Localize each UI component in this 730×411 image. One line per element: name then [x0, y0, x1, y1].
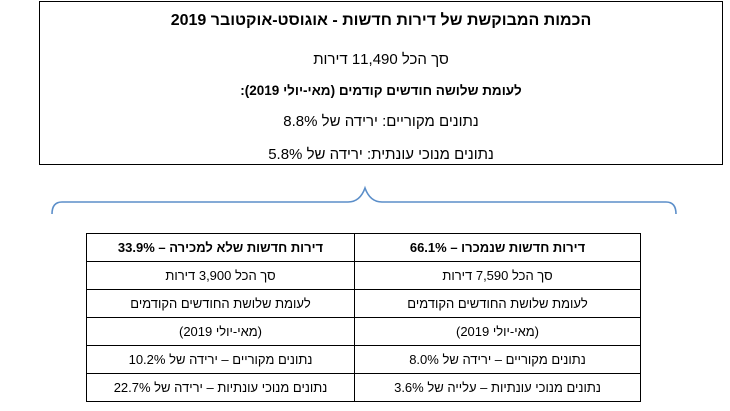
unsold-header: דירות חדשות שלא למכירה – 33.9% — [86, 233, 355, 262]
table-row: דירות חדשות שנמכרו – 66.1% דירות חדשות ש… — [86, 233, 641, 262]
summary-title: הכמות המבוקשת של דירות חדשות - אוגוסט-או… — [170, 12, 592, 29]
summary-comparison-label: לעומת שלושה חודשים קודמים (מאי-יולי 2019… — [240, 83, 522, 98]
curly-brace-icon — [51, 185, 677, 215]
summary-total: סך הכל 11,490 דירות — [313, 51, 449, 68]
sold-comparison-label: לעומת שלושת החודשים הקודמים — [354, 289, 641, 318]
unsold-comparison-period: (מאי-יולי 2019) — [86, 317, 355, 346]
table-row: לעומת שלושת החודשים הקודמים לעומת שלושת … — [86, 289, 641, 318]
table-row: (מאי-יולי 2019) (מאי-יולי 2019) — [86, 317, 641, 346]
summary-seasonal-change: נתונים מנוכי עונתית: ירידה של 5.8% — [268, 146, 494, 163]
table-row: נתונים מקוריים – ירידה של 8.0% נתונים מק… — [86, 345, 641, 374]
unsold-comparison-label: לעומת שלושת החודשים הקודמים — [86, 289, 355, 318]
unsold-raw-change: נתונים מקוריים – ירידה של 10.2% — [86, 345, 355, 374]
unsold-seasonal-change: נתונים מנוכי עונתיות – ירידה של 22.7% — [86, 373, 355, 402]
summary-raw-change: נתונים מקוריים: ירידה של 8.8% — [283, 113, 479, 130]
table-row: נתונים מנוכי עונתיות – עלייה של 3.6% נתו… — [86, 373, 641, 402]
breakdown-table: דירות חדשות שנמכרו – 66.1% דירות חדשות ש… — [86, 233, 641, 402]
table-row: סך הכל 7,590 דירות סך הכל 3,900 דירות — [86, 261, 641, 290]
sold-seasonal-change: נתונים מנוכי עונתיות – עלייה של 3.6% — [354, 373, 641, 402]
unsold-total: סך הכל 3,900 דירות — [86, 261, 355, 290]
sold-comparison-period: (מאי-יולי 2019) — [354, 317, 641, 346]
sold-header: דירות חדשות שנמכרו – 66.1% — [354, 233, 641, 262]
sold-raw-change: נתונים מקוריים – ירידה של 8.0% — [354, 345, 641, 374]
sold-total: סך הכל 7,590 דירות — [354, 261, 641, 290]
summary-box: הכמות המבוקשת של דירות חדשות - אוגוסט-או… — [39, 1, 723, 165]
